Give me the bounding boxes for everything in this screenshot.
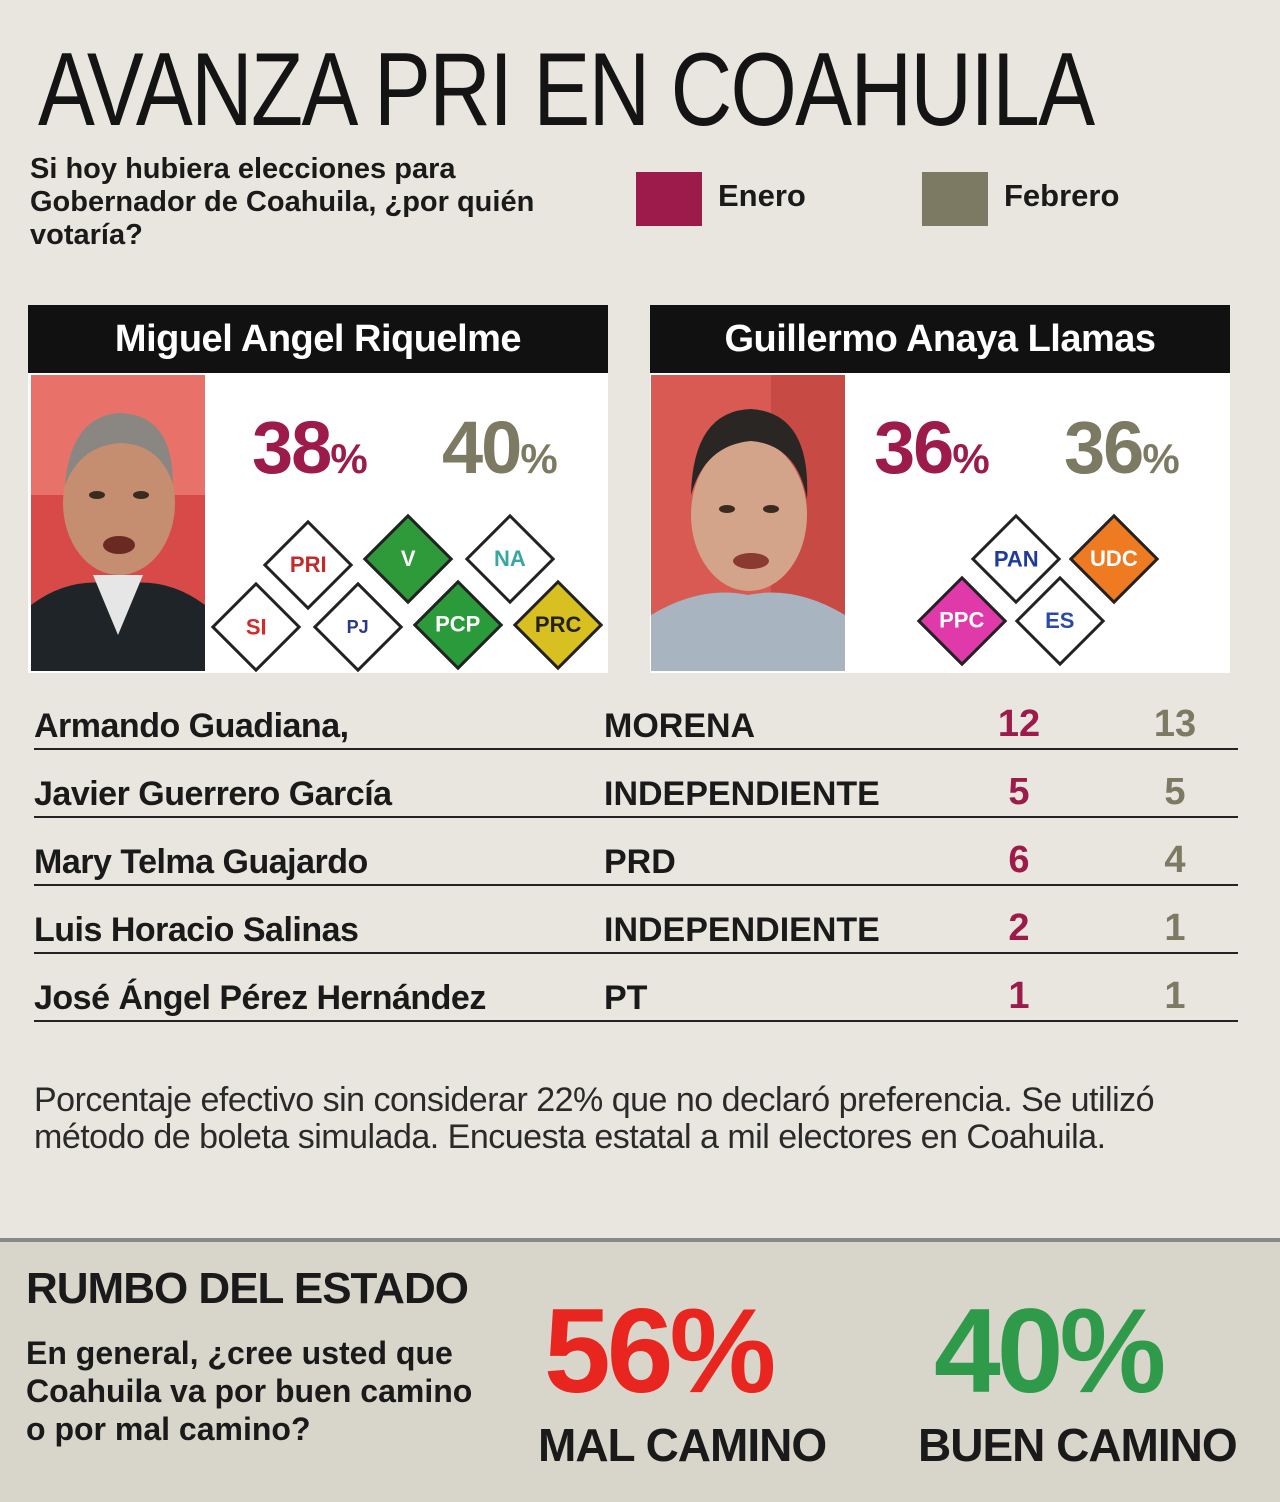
candidate-name: Guillermo Anaya Llamas (650, 305, 1230, 373)
verde-logo: V (362, 513, 454, 605)
anaya-febrero-value: 36 (1064, 406, 1144, 489)
pct-sign: % (952, 435, 990, 482)
riquelme-enero-value: 38 (252, 406, 332, 489)
party-name: INDEPENDIENTE (604, 911, 880, 949)
prc-logo: PRC (512, 579, 604, 671)
candidate-card-anaya: Guillermo Anaya Llamas 36% 36% PAN UDC P… (650, 305, 1230, 673)
partido-joven-logo-text: PJ (346, 616, 370, 637)
ppc-logo: PPC (916, 575, 1008, 667)
candidate-photo (31, 375, 205, 671)
pct-sign: % (1142, 435, 1180, 482)
pct-sign: % (520, 435, 558, 482)
value-enero: 12 (997, 703, 1041, 745)
table-row: José Ángel Pérez Hernández PT 1 1 (34, 954, 1238, 1022)
prc-logo-text: PRC (534, 611, 582, 637)
table-row: Mary Telma Guajardo PRD 6 4 (34, 818, 1238, 886)
legend-label-enero: Enero (718, 178, 806, 213)
legend-febrero: Febrero (922, 172, 1119, 226)
buen-camino-pct: 40% (934, 1284, 1166, 1418)
pcp-logo: PCP (412, 579, 504, 671)
value-enero: 2 (1008, 907, 1030, 949)
ppc-logo-text: PPC (939, 608, 985, 633)
value-febrero: 1 (1164, 975, 1186, 1017)
candidate-name: Mary Telma Guajardo (34, 843, 368, 881)
value-febrero: 4 (1164, 839, 1186, 881)
verde-logo-text: V (400, 546, 416, 571)
legend-swatch-enero (636, 172, 702, 226)
value-febrero: 13 (1153, 703, 1197, 745)
value-enero: 5 (1008, 771, 1030, 813)
value-enero: 1 (1008, 975, 1030, 1017)
candidate-name: Luis Horacio Salinas (34, 911, 359, 949)
party-name: INDEPENDIENTE (604, 775, 880, 813)
riquelme-febrero-pct: 40% (442, 405, 558, 490)
anaya-enero-value: 36 (874, 406, 954, 489)
udc-logo-text: UDC (1090, 545, 1138, 571)
value-enero: 6 (1008, 839, 1030, 881)
riquelme-febrero-value: 40 (442, 406, 522, 489)
pri-logo-text: PRI (289, 552, 327, 577)
rumbo-section: RUMBO DEL ESTADO En general, ¿cree usted… (0, 1238, 1280, 1502)
party-name: PT (604, 979, 648, 1017)
pcp-logo-text: PCP (435, 612, 481, 637)
survey-question: Si hoy hubiera elecciones para Gobernado… (30, 153, 535, 251)
anaya-enero-pct: 36% (874, 405, 990, 490)
partido-joven-logo: PJ (312, 581, 404, 673)
table-row: Armando Guadiana, MORENA 12 13 (34, 682, 1238, 750)
value-febrero: 5 (1164, 771, 1186, 813)
mal-camino-label: MAL CAMINO (538, 1419, 827, 1471)
legend-swatch-febrero (922, 172, 988, 226)
pan-logo-text: PAN (993, 545, 1039, 571)
buen-camino-label: BUEN CAMINO (918, 1419, 1238, 1471)
candidate-name: Armando Guadiana, (34, 707, 349, 745)
encuentro-social-logo-text: ES (1045, 607, 1075, 633)
party-name: MORENA (604, 707, 756, 745)
table-row: Luis Horacio Salinas INDEPENDIENTE 2 1 (34, 886, 1238, 954)
legend-label-febrero: Febrero (1004, 178, 1120, 213)
table-row: Javier Guerrero García INDEPENDIENTE 5 5 (34, 750, 1238, 818)
rumbo-title: RUMBO DEL ESTADO (26, 1264, 469, 1313)
pct-sign: % (330, 435, 368, 482)
nueva-alianza-logo-text: NA (494, 546, 526, 571)
methodology-note: Porcentaje efectivo sin considerar 22% q… (34, 1081, 1155, 1156)
page-title: AVANZA PRI EN COAHUILA (38, 32, 1095, 148)
legend-enero: Enero (636, 172, 806, 226)
anaya-febrero-pct: 36% (1064, 405, 1180, 490)
candidate-card-riquelme: Miguel Angel Riquelme 38% 40% PRI V NA S… (28, 305, 608, 673)
nueva-alianza-logo: NA (464, 513, 556, 605)
pri-logo: PRI (262, 519, 354, 611)
candidate-name: José Ángel Pérez Hernández (34, 979, 486, 1017)
party-name: PRD (604, 843, 676, 881)
mal-camino-pct: 56% (544, 1284, 776, 1418)
si-logo-text: SI (245, 613, 267, 639)
candidate-name: Miguel Angel Riquelme (28, 305, 608, 373)
riquelme-enero-pct: 38% (252, 405, 368, 490)
value-febrero: 1 (1164, 907, 1186, 949)
candidate-name: Javier Guerrero García (34, 775, 392, 813)
si-logo: SI (210, 581, 302, 673)
rumbo-question: En general, ¿cree usted que Coahuila va … (26, 1335, 473, 1447)
udc-logo: UDC (1068, 513, 1160, 605)
candidate-photo (651, 375, 845, 671)
